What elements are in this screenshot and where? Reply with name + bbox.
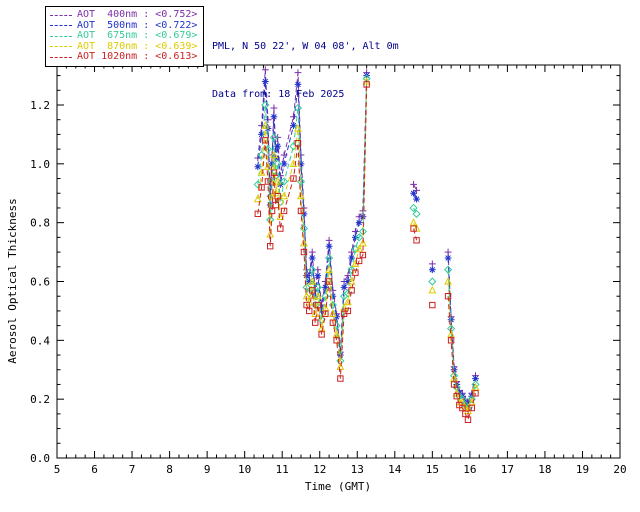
x-tick-label: 6	[91, 463, 98, 476]
y-tick-label: 0.4	[30, 334, 50, 347]
y-tick-label: 1.0	[30, 158, 50, 171]
legend-label: AOT 500nm : <0.722>	[77, 19, 198, 31]
station-location: PML, N 50 22', W 04 08', Alt 0m	[212, 41, 399, 52]
legend-label: AOT 870nm : <0.639>	[77, 40, 198, 52]
y-tick-label: 0.2	[30, 393, 50, 406]
legend-item-aot-400nm: AOT 400nm : <0.752>	[50, 10, 197, 21]
legend: AOT 400nm : <0.752> AOT 500nm : <0.722> AO…	[45, 6, 205, 67]
legend-label: AOT 400nm : <0.752>	[77, 9, 198, 21]
y-tick-label: 0.6	[30, 276, 50, 289]
legend-label: AOT 1020nm : <0.613>	[77, 51, 198, 63]
legend-label: AOT 675nm : <0.679>	[77, 30, 198, 42]
legend-line-sample	[50, 35, 72, 37]
legend-item-aot-500nm: AOT 500nm : <0.722>	[50, 19, 198, 32]
legend-line-sample	[50, 14, 72, 16]
x-axis-label: Time (GMT)	[305, 480, 371, 493]
x-tick-label: 8	[166, 463, 173, 476]
legend-item-aot-1020nm: AOT 1020nm : <0.613>	[50, 52, 197, 63]
x-tick-label: 19	[576, 463, 589, 476]
x-tick-label: 14	[388, 463, 402, 476]
legend-line-sample	[50, 46, 72, 48]
x-tick-label: 11	[276, 463, 289, 476]
x-tick-label: 10	[238, 463, 251, 476]
station-info: PML, N 50 22', W 04 08', Alt 0m Data fro…	[212, 7, 399, 135]
y-tick-label: 0.0	[30, 452, 50, 465]
legend-line-sample	[50, 56, 72, 58]
x-tick-label: 12	[313, 463, 326, 476]
x-tick-label: 5	[54, 463, 61, 476]
axis-ticks	[56, 65, 621, 459]
x-tick-label: 16	[463, 463, 476, 476]
legend-item-aot-675nm: AOT 675nm : <0.679>	[50, 31, 197, 42]
tick-labels: 5 6 7 8 9 10 11 12 13 14 15 16 17 18 19 20 0.0 0.2 0.4 0.6 0…	[30, 99, 627, 476]
y-tick-label: 0.8	[30, 217, 50, 230]
data-date: Data from: 18 Feb 2025	[212, 89, 345, 100]
y-tick-label: 1.2	[30, 99, 50, 112]
x-tick-label: 13	[351, 463, 364, 476]
series-aot-1020nm	[254, 81, 479, 423]
y-axis-label: Aerosol Optical Thickness	[6, 198, 19, 364]
x-tick-label: 18	[538, 463, 551, 476]
x-tick-label: 17	[501, 463, 514, 476]
x-tick-label: 7	[129, 463, 136, 476]
x-tick-label: 20	[613, 463, 626, 476]
x-tick-label: 15	[426, 463, 439, 476]
legend-item-aot-870nm: AOT 870nm : <0.639>	[50, 40, 198, 53]
legend-line-sample	[50, 25, 72, 27]
x-tick-label: 9	[204, 463, 211, 476]
